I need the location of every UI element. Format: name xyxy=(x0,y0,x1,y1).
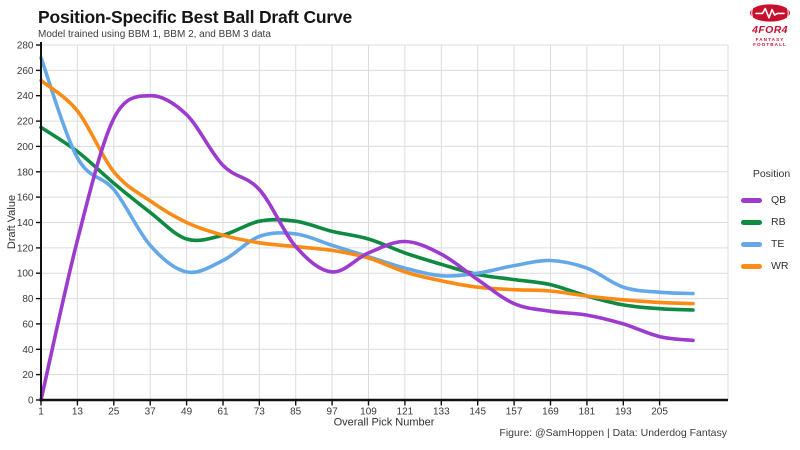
y-tick-label: 180 xyxy=(17,167,34,178)
y-tick-label: 200 xyxy=(17,142,34,153)
x-tick-label: 193 xyxy=(615,407,632,418)
brand-tagline: FANTASY FOOTBALL xyxy=(753,37,787,47)
legend-label-te: TE xyxy=(771,238,785,250)
x-tick-label: 181 xyxy=(579,407,596,418)
brand-name: 4FOR4 xyxy=(752,24,788,36)
x-tick-label: 73 xyxy=(254,407,266,418)
series-line-wr xyxy=(39,78,695,306)
x-tick-label: 121 xyxy=(397,407,414,418)
y-tick-label: 40 xyxy=(22,345,34,356)
legend-item-te: TE xyxy=(741,233,800,255)
y-tick-label: 100 xyxy=(17,269,34,280)
x-tick-label: 133 xyxy=(433,407,450,418)
football-pulse-icon xyxy=(750,4,790,22)
series-line-rb xyxy=(39,125,695,312)
figure-caption: Figure: @SamHoppen | Data: Underdog Fant… xyxy=(499,427,727,439)
x-tick-label: 49 xyxy=(181,407,193,418)
x-tick-label: 85 xyxy=(290,407,302,418)
series-line-qb xyxy=(39,93,695,402)
x-tick-label: 61 xyxy=(217,407,229,418)
legend-label-rb: RB xyxy=(771,216,786,228)
x-tick-label: 157 xyxy=(506,407,523,418)
y-tick-label: 0 xyxy=(28,396,34,407)
y-tick-label: 220 xyxy=(17,117,34,128)
legend-item-wr: WR xyxy=(741,255,800,277)
x-tick-label: 145 xyxy=(469,407,486,418)
y-tick-label: 80 xyxy=(22,294,34,305)
x-axis-title: Overall Pick Number xyxy=(334,417,435,429)
y-tick-label: 20 xyxy=(22,370,34,381)
y-tick-label: 240 xyxy=(17,91,34,102)
y-tick-label: 260 xyxy=(17,66,34,77)
legend-label-wr: WR xyxy=(771,260,789,272)
y-tick-label: 60 xyxy=(22,319,34,330)
legend-item-rb: RB xyxy=(741,211,800,233)
brand-logo: 4FOR4 FANTASY FOOTBALL xyxy=(738,3,800,47)
x-tick-label: 109 xyxy=(360,407,377,418)
page-title: Position-Specific Best Ball Draft Curve xyxy=(38,7,353,27)
page-subtitle: Model trained using BBM 1, BBM 2, and BB… xyxy=(38,29,271,40)
te-line-swatch xyxy=(741,241,762,247)
rb-line-swatch xyxy=(741,219,762,225)
x-tick-label: 205 xyxy=(651,407,668,418)
legend-item-qb: QB xyxy=(741,189,800,211)
x-tick-label: 37 xyxy=(145,407,157,418)
chart-legend: Position QB RB TE WR xyxy=(741,168,800,277)
x-tick-label: 13 xyxy=(72,407,84,418)
y-tick-label: 120 xyxy=(17,243,34,254)
y-tick-label: 280 xyxy=(17,41,34,52)
legend-label-qb: QB xyxy=(771,194,787,206)
qb-line-swatch xyxy=(741,197,762,203)
y-axis-title: Draft Value xyxy=(6,195,18,249)
x-tick-label: 97 xyxy=(327,407,339,418)
wr-line-swatch xyxy=(741,263,762,269)
x-tick-label: 1 xyxy=(38,407,44,418)
x-tick-label: 169 xyxy=(542,407,559,418)
y-tick-label: 140 xyxy=(17,218,34,229)
legend-title: Position xyxy=(752,168,791,180)
x-tick-label: 25 xyxy=(108,407,120,418)
y-tick-label: 160 xyxy=(17,193,34,204)
